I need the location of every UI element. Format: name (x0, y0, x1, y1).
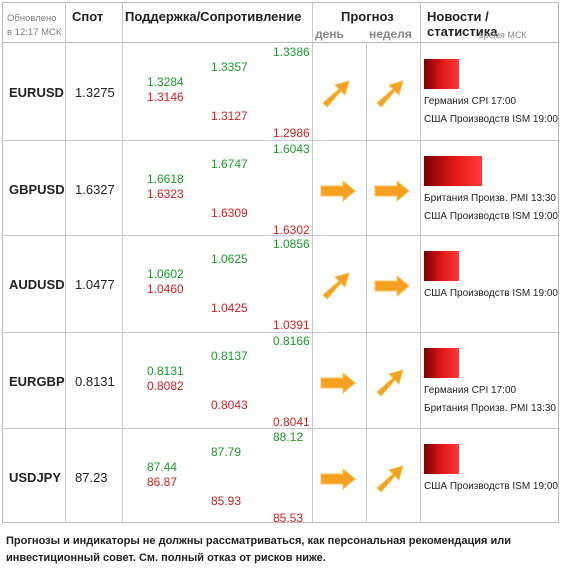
support-level-1: 1.6618 (147, 172, 184, 186)
arrow-up-right-icon (319, 79, 355, 114)
header-news: Новости / статистика (427, 9, 498, 39)
resistance-level-1: 1.0460 (147, 282, 184, 296)
table-row: EURGBP 0.8131 0.8131 0.8082 0.8137 0.8043 0.81… (3, 332, 558, 429)
pair-symbol: AUDUSD (9, 277, 65, 292)
arrow-up-right-icon (319, 271, 355, 306)
arrow-up-right-icon (373, 368, 409, 403)
support-level-3: 1.3386 (273, 45, 310, 59)
support-level-1: 1.3284 (147, 75, 184, 89)
news-impact-bar (424, 59, 459, 89)
spot-price: 0.8131 (75, 374, 115, 389)
col-divider (312, 3, 313, 522)
disclaimer: Прогнозы и индикаторы не должны рассматр… (6, 535, 512, 564)
forex-table: Обновлено в 12:17 МСК Спот Поддержка/Соп… (2, 2, 559, 525)
news-impact-bar (424, 348, 459, 378)
arrow-right-icon (319, 371, 357, 399)
row-divider (3, 140, 558, 141)
updated-label: Обновлено в 12:17 МСК (7, 12, 65, 40)
spot-price: 1.6327 (75, 182, 115, 197)
news-impact-bar (424, 251, 459, 281)
news-impact-bar (424, 156, 482, 186)
header-spot: Спот (72, 9, 104, 24)
support-level-1: 0.8131 (147, 364, 184, 378)
news-item: США Производств ISM 19:00 (424, 114, 558, 125)
table-row: EURUSD 1.3275 1.3284 1.3146 1.3357 1.3127 1.33… (3, 43, 558, 140)
resistance-level-3: 1.6302 (273, 223, 310, 237)
header-week: неделя (369, 27, 412, 41)
col-divider (366, 43, 367, 522)
pair-symbol: USDJPY (9, 470, 62, 485)
support-level-1: 87.44 (147, 460, 178, 474)
arrow-up-right-icon (373, 79, 409, 114)
table-row: USDJPY 87.23 87.44 86.87 87.79 85.93 88.12 85.5… (3, 428, 558, 525)
resistance-level-3: 0.8041 (273, 415, 310, 429)
resistance-level-1: 0.8082 (147, 379, 184, 393)
col-divider (122, 3, 123, 522)
news-item: США Производств ISM 19:00 (424, 481, 558, 492)
arrow-up-right-icon (373, 464, 409, 499)
resistance-level-3: 85.53 (273, 511, 304, 525)
resistance-level-3: 1.0391 (273, 318, 310, 332)
arrow-right-icon (319, 179, 357, 207)
table-header: Обновлено в 12:17 МСК Спот Поддержка/Соп… (3, 3, 558, 43)
support-level-2: 0.8137 (211, 349, 248, 363)
header-support-resistance: Поддержка/Сопротивление (125, 9, 302, 24)
news-list: Германия CPI 17:00 Британия Произв. PMI 1… (424, 382, 556, 418)
pair-symbol: GBPUSD (9, 182, 65, 197)
news-item: Германия CPI 17:00 (424, 96, 517, 107)
arrow-right-icon (373, 274, 411, 302)
row-divider (3, 332, 558, 333)
resistance-level-2: 1.0425 (211, 301, 248, 315)
resistance-level-2: 85.93 (211, 494, 242, 508)
support-level-3: 88.12 (273, 430, 304, 444)
row-divider (3, 235, 558, 236)
header-forecast: Прогноз (341, 9, 394, 24)
support-level-2: 87.79 (211, 445, 242, 459)
support-level-2: 1.6747 (211, 157, 248, 171)
news-item: Германия CPI 17:00 (424, 385, 517, 396)
table-row: GBPUSD 1.6327 1.6618 1.6323 1.6747 1.6309 1.60… (3, 140, 558, 237)
spot-price: 1.3275 (75, 85, 115, 100)
support-level-3: 1.6043 (273, 142, 310, 156)
spot-price: 1.0477 (75, 277, 115, 292)
arrow-right-icon (373, 179, 411, 207)
news-item: США Производств ISM 19:00 (424, 211, 558, 222)
news-impact-bar (424, 444, 459, 474)
news-list: США Производств ISM 19:00 (424, 285, 558, 303)
spot-price: 87.23 (75, 470, 108, 485)
support-level-2: 1.3357 (211, 60, 248, 74)
header-time-label: время МСК (479, 30, 527, 40)
resistance-level-3: 1.2986 (273, 126, 310, 140)
support-level-3: 0.8166 (273, 334, 310, 348)
news-list: США Производств ISM 19:00 (424, 478, 558, 496)
updated-label-line1: Обновлено (7, 13, 57, 24)
resistance-level-2: 0.8043 (211, 398, 248, 412)
pair-symbol: EURGBP (9, 374, 65, 389)
header-day: день (315, 27, 344, 41)
support-level-2: 1.0625 (211, 252, 248, 266)
row-divider (3, 428, 558, 429)
news-list: Британия Произв. PMI 13:30 США Производст… (424, 190, 558, 226)
col-divider (420, 3, 421, 522)
resistance-level-2: 1.3127 (211, 109, 248, 123)
updated-label-line2: в 12:17 МСК (7, 27, 62, 38)
support-level-3: 1.0856 (273, 237, 310, 251)
resistance-level-1: 1.3146 (147, 90, 184, 104)
arrow-right-icon (319, 467, 357, 495)
news-item: Британия Произв. PMI 13:30 (424, 193, 556, 204)
news-item: Британия Произв. PMI 13:30 (424, 403, 556, 414)
news-item: США Производств ISM 19:00 (424, 288, 558, 299)
resistance-level-2: 1.6309 (211, 206, 248, 220)
news-list: Германия CPI 17:00 США Производств ISM 19… (424, 93, 558, 129)
resistance-level-1: 86.87 (147, 475, 178, 489)
support-level-1: 1.0602 (147, 267, 184, 281)
pair-symbol: EURUSD (9, 85, 64, 100)
col-divider (65, 3, 66, 522)
resistance-level-1: 1.6323 (147, 187, 184, 201)
table-row: AUDUSD 1.0477 1.0602 1.0460 1.0625 1.0425 1.08… (3, 235, 558, 332)
